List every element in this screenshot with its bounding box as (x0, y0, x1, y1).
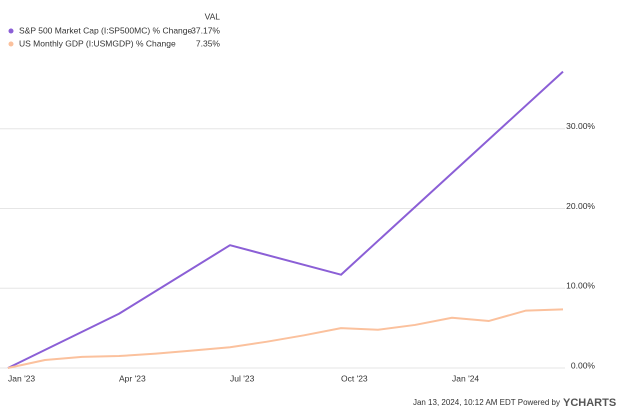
x-tick-label: Jan '24 (452, 373, 479, 383)
legend-value: 37.17% (191, 25, 220, 35)
x-tick-label: Jan '23 (8, 373, 35, 383)
legend-header: VAL (205, 11, 221, 21)
brand: YCHARTS (563, 397, 616, 409)
y-tick-label: 0.00% (571, 360, 596, 370)
y-tick-label: 30.00% (566, 121, 595, 131)
x-tick-label: Oct '23 (341, 373, 368, 383)
x-tick-label: Jul '23 (230, 373, 255, 383)
y-tick-label: 20.00% (566, 201, 595, 211)
y-tick-label: 10.00% (566, 281, 595, 291)
footer-note: Jan 13, 2024, 10:12 AM EDT Powered by (413, 398, 560, 407)
legend-marker (8, 28, 14, 34)
legend-label: US Monthly GDP (I:USMGDP) % Change (19, 38, 176, 48)
legend-value: 7.35% (196, 38, 221, 48)
legend-label: S&P 500 Market Cap (I:SP500MC) % Change (19, 25, 193, 35)
series-line (7, 308, 564, 369)
series-line (7, 70, 564, 369)
legend-marker (8, 41, 14, 47)
x-tick-label: Apr '23 (119, 373, 146, 383)
